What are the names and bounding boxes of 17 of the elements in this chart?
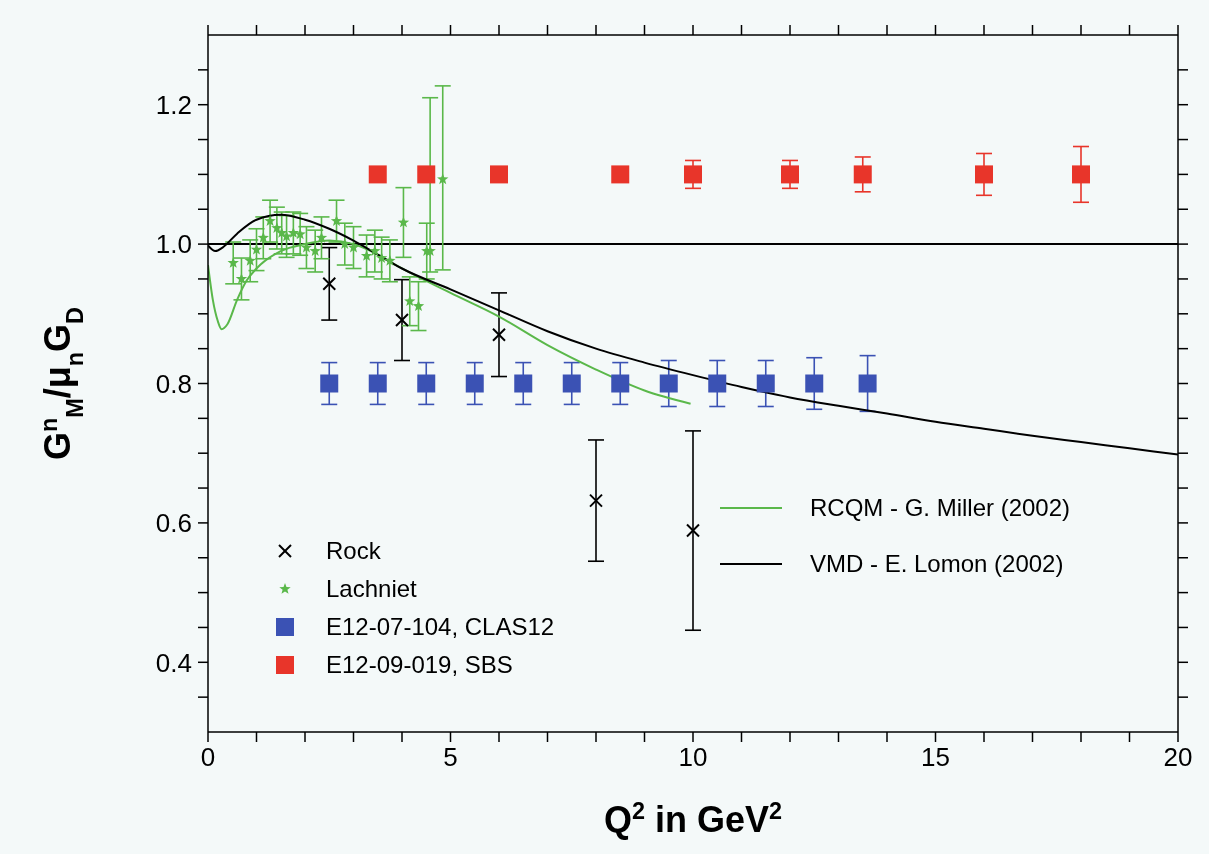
x-tick-label: 5: [443, 742, 458, 773]
y-tick-label: 0.6: [155, 508, 192, 539]
x-tick-label: 0: [200, 742, 216, 773]
y-tick-label: 0.4: [155, 647, 192, 678]
y-tick-label: 0.8: [155, 368, 192, 399]
y-tick-label: 1.2: [155, 89, 192, 120]
x-axis-title: Q$^{2}$ in GeV$^{2}$: [603, 798, 783, 840]
x-tick-label: 15: [921, 742, 950, 773]
x-tick-label: 10: [678, 742, 708, 773]
legend-label: E12-07-104, CLAS12: [326, 613, 555, 641]
legend-label: VMD - E. Lomon (2002): [810, 550, 1064, 578]
legend-label: Lachniet: [326, 575, 417, 603]
y-tick-label: 1.0: [155, 229, 192, 260]
legend-label: RCQM - G. Miller (2002): [810, 494, 1071, 522]
legend-label: Rock: [326, 537, 381, 565]
legend-label: E12-09-019, SBS: [326, 651, 513, 679]
x-tick-label: 20: [1163, 742, 1193, 773]
